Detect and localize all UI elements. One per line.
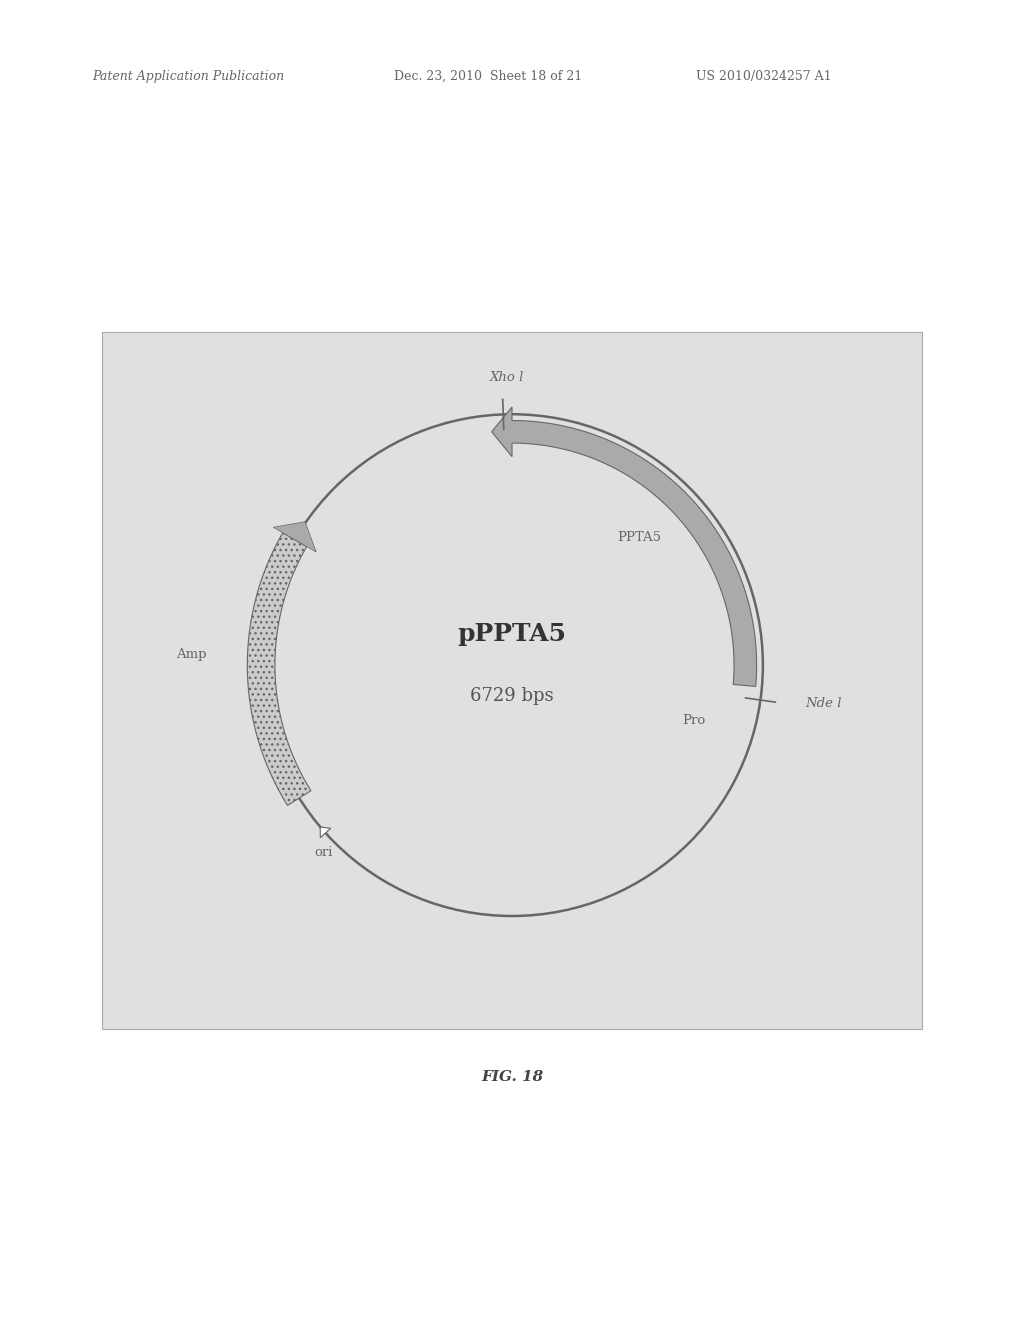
Text: US 2010/0324257 A1: US 2010/0324257 A1 [696,70,831,83]
Text: 6729 bps: 6729 bps [470,686,554,705]
Bar [102,333,922,1028]
Polygon shape [321,828,331,838]
Polygon shape [273,521,316,552]
Text: Amp: Amp [175,648,206,661]
Text: Nde l: Nde l [806,697,843,710]
Text: pPPTA5: pPPTA5 [458,623,566,647]
Text: ori: ori [314,846,333,859]
Text: Patent Application Publication: Patent Application Publication [92,70,285,83]
Polygon shape [492,407,757,686]
Polygon shape [248,533,311,805]
Text: FIG. 18: FIG. 18 [481,1069,543,1084]
Text: PPTA5: PPTA5 [617,531,662,544]
Text: Pro: Pro [682,714,706,727]
Text: Xho l: Xho l [490,371,524,384]
Text: Dec. 23, 2010  Sheet 18 of 21: Dec. 23, 2010 Sheet 18 of 21 [394,70,583,83]
